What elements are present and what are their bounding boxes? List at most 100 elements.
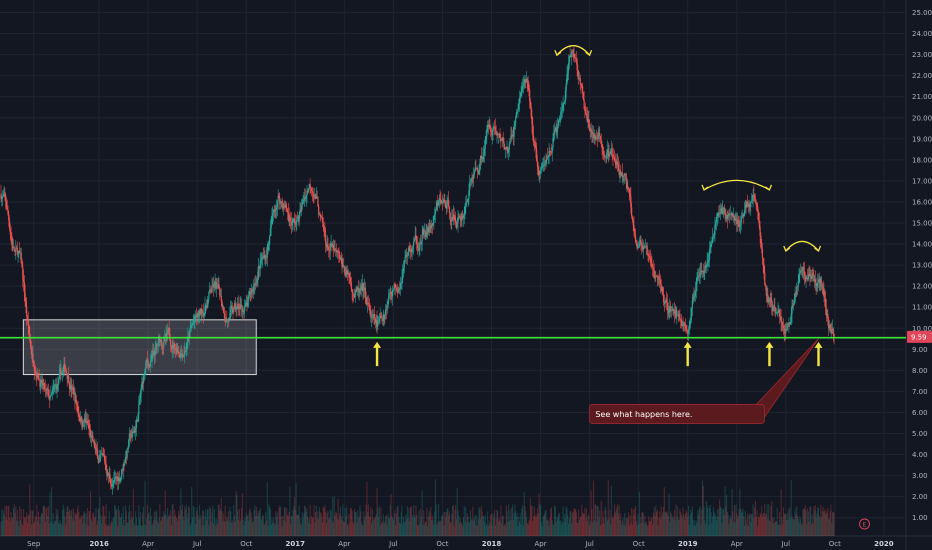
volume-bar: [431, 519, 433, 536]
volume-bar: [329, 509, 331, 536]
volume-bar: [446, 508, 448, 536]
candle-body: [647, 253, 649, 255]
candle-body: [599, 132, 601, 137]
volume-bar: [583, 513, 585, 536]
candle-body: [221, 302, 223, 307]
candle-body: [274, 209, 276, 212]
candle-body: [705, 265, 707, 268]
volume-bar: [96, 520, 99, 536]
volume-bar: [316, 518, 318, 536]
volume-bar: [376, 488, 378, 536]
candle-body: [14, 251, 16, 252]
volume-bar: [373, 520, 375, 536]
candle-body: [161, 343, 163, 347]
volume-bar: [297, 515, 299, 536]
candle-body: [417, 248, 419, 251]
candle-body: [533, 142, 535, 145]
candle-body: [530, 106, 532, 117]
candle-body: [523, 79, 525, 84]
candle-body: [758, 220, 760, 228]
candle-body: [609, 153, 611, 155]
volume-bar: [697, 510, 699, 536]
volume-bar: [501, 523, 503, 536]
candle-body: [716, 216, 718, 218]
candle-body: [471, 178, 473, 179]
candle-body: [86, 420, 89, 424]
volume-bar: [521, 508, 523, 536]
volume-bar: [613, 517, 615, 536]
volume-bar: [358, 516, 360, 536]
volume-bar: [431, 515, 433, 536]
candle-body: [180, 354, 182, 358]
candle-body: [648, 255, 651, 257]
volume-bar: [614, 512, 616, 536]
candle-body: [445, 207, 447, 209]
candle-body: [461, 215, 463, 221]
candle-body: [514, 123, 516, 127]
volume-bar: [396, 506, 398, 536]
candle-body: [170, 346, 173, 350]
candle-body: [340, 257, 342, 259]
volume-bar: [522, 525, 524, 536]
volume-bar: [74, 512, 76, 536]
candle-body: [813, 275, 815, 282]
volume-bar: [581, 504, 583, 536]
volume-bar: [659, 511, 661, 536]
volume-bar: [736, 513, 738, 536]
candle-body: [460, 218, 462, 221]
candle-body: [54, 384, 57, 386]
volume-bar: [357, 510, 359, 536]
candle-body: [219, 287, 221, 297]
candle-body: [381, 317, 384, 321]
volume-bar: [421, 490, 423, 536]
volume-bar: [724, 486, 726, 536]
volume-bar: [87, 525, 89, 536]
candle-body: [505, 147, 507, 150]
candle-body: [47, 389, 50, 397]
candle-body: [406, 254, 408, 256]
annotations[interactable]: See what happens here.: [373, 45, 823, 424]
candle-body: [585, 113, 588, 116]
volume-bar: [153, 511, 155, 536]
candle-body: [94, 447, 96, 450]
candle-body: [712, 235, 714, 237]
volume-bar: [716, 509, 718, 536]
volume-bar: [93, 517, 95, 536]
volume-bar: [786, 519, 788, 536]
volume-bar: [428, 510, 430, 536]
volume-bar: [322, 522, 324, 536]
volume-bar: [284, 507, 286, 536]
volume-bar: [218, 504, 220, 536]
candle-body: [518, 103, 520, 109]
volume-bar: [569, 511, 571, 536]
consolidation-zone[interactable]: [22, 319, 257, 376]
volume-bar: [345, 515, 347, 536]
volume-bar: [307, 522, 310, 536]
candle-body: [807, 277, 809, 280]
volume-bar: [811, 514, 813, 536]
candle-body: [383, 314, 385, 319]
volume-bar: [188, 506, 190, 536]
candle-body: [562, 103, 564, 109]
volume-bar: [832, 511, 834, 536]
candle-body: [55, 384, 57, 390]
candle-body: [141, 381, 143, 388]
volume-bar: [107, 525, 109, 536]
volume-bar: [233, 504, 235, 536]
candle-body: [230, 305, 233, 309]
candle-body: [67, 376, 69, 379]
candle-body: [649, 256, 651, 260]
candle-body: [89, 428, 91, 431]
candle-body: [765, 285, 767, 296]
candle-body: [319, 214, 321, 215]
time-axis[interactable]: Sep 2016 Apr Jul Oct 2017 Apr Jul Oct 2018 Apr Jul O…: [27, 518, 894, 548]
candle-body: [230, 308, 232, 314]
volume-bar: [806, 524, 808, 536]
price-axis[interactable]: 1.002.003.004.005.006.007.008.009.0010.0…: [907, 9, 932, 522]
volume-bar: [736, 518, 739, 536]
candle-body: [547, 156, 549, 158]
volume-bar: [555, 521, 557, 536]
volume-bar: [339, 507, 342, 536]
candle-body: [622, 176, 624, 177]
